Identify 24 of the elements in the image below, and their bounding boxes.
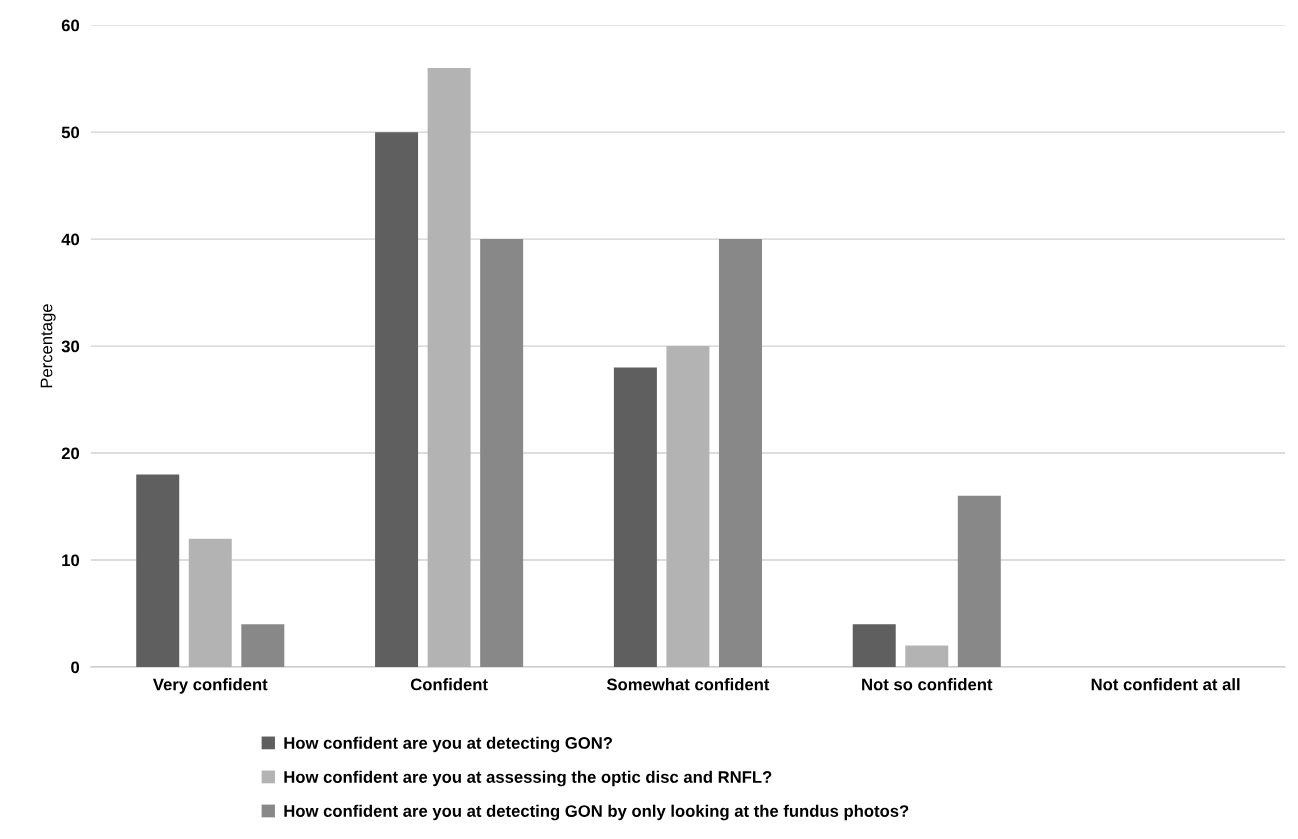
bar [375, 132, 419, 667]
y-tick-label: 30 [61, 340, 80, 353]
x-tick-label: Not so confident [862, 678, 993, 691]
x-tick-label: Somewhat confident [606, 678, 770, 691]
bar [241, 624, 285, 667]
bar [136, 474, 180, 667]
bar [957, 495, 1001, 667]
y-tick-label: 60 [61, 19, 80, 32]
x-tick-label: Confident [410, 678, 488, 691]
x-tick-label: Very confident [152, 678, 268, 694]
y-tick-label: 40 [61, 233, 80, 246]
legend-label: How confident are you at detecting GON by only looking at the fundus photos? [284, 804, 909, 821]
legend-label: How confident are you at detecting GON? [284, 736, 612, 753]
bar [718, 239, 762, 667]
y-tick-label: 20 [61, 447, 80, 460]
legend-label: How confident are you at assessing the optic disc and RNFL? [284, 770, 772, 787]
bar [480, 239, 524, 667]
x-tick-label: Not confident at all [1091, 678, 1240, 691]
y-tick-label: 50 [61, 126, 80, 139]
bar [613, 367, 657, 667]
y-tick-label: 0 [71, 661, 80, 674]
y-axis-title: Percentage [40, 304, 56, 388]
y-tick-label: 10 [62, 554, 80, 567]
bar [852, 624, 896, 667]
